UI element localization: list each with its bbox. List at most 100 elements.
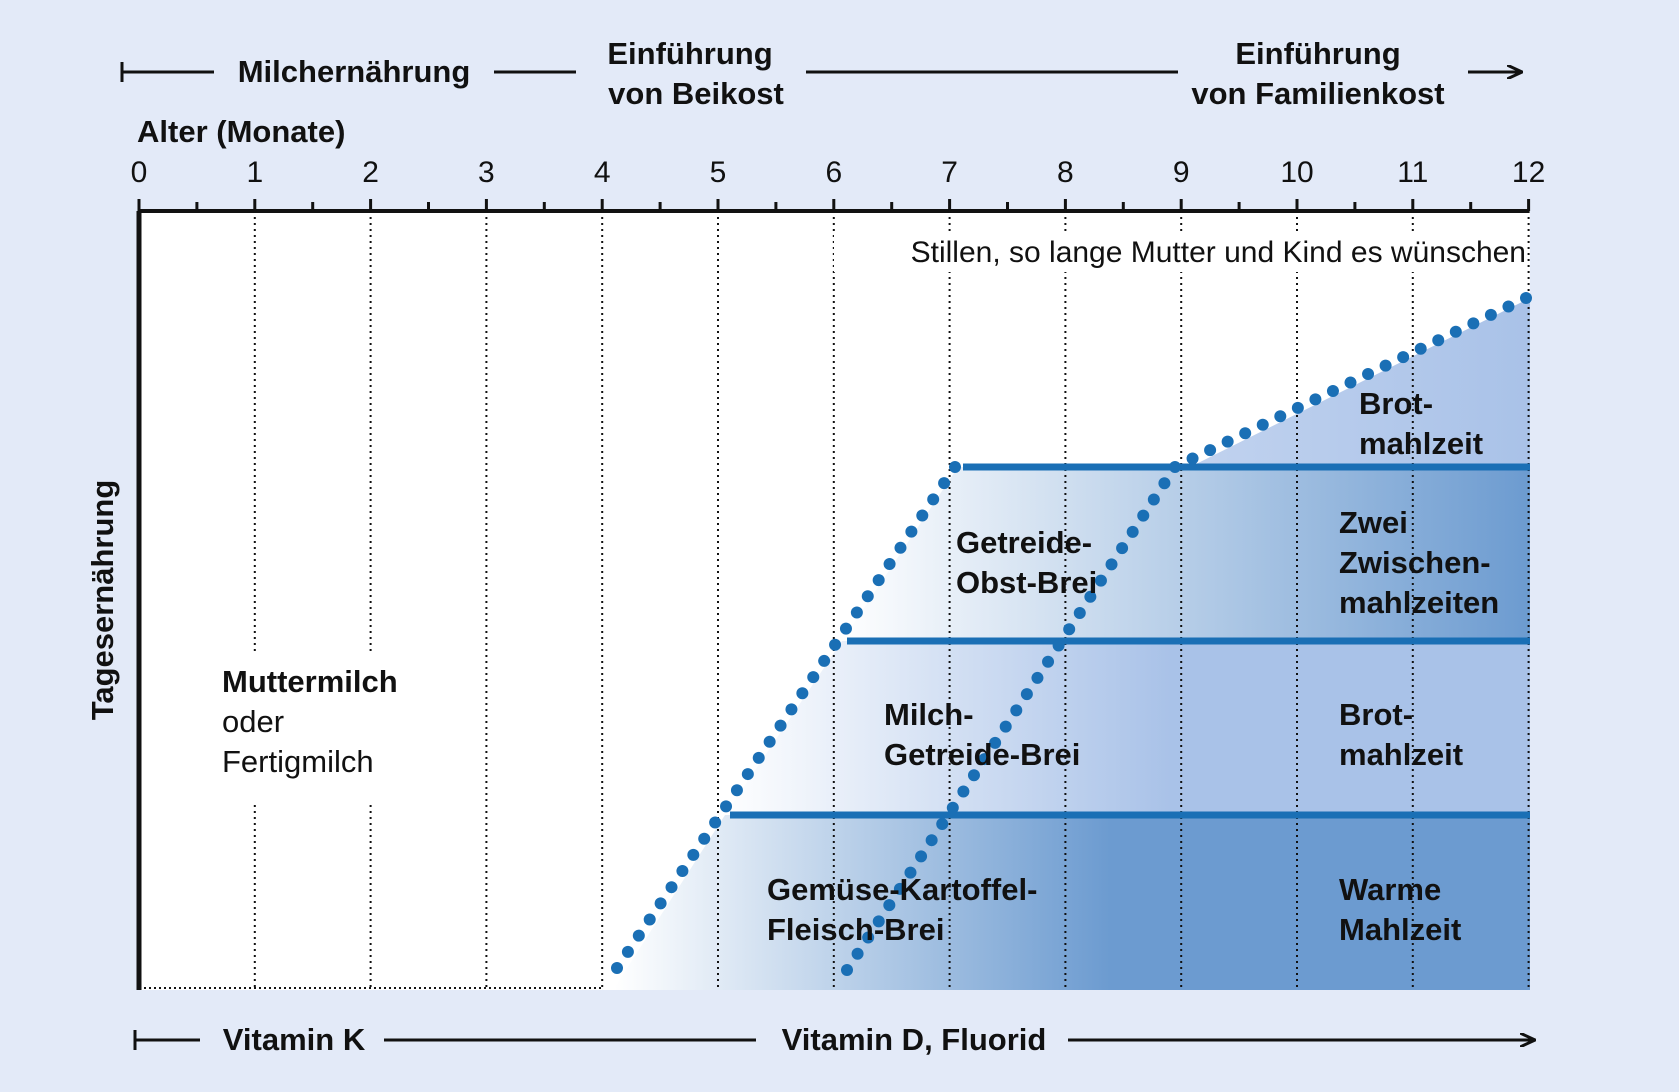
milk-cereal-porridge-label-1: Milch-: [884, 697, 974, 732]
right-transition-dot: [946, 801, 959, 814]
left-transition-dot: [872, 574, 885, 587]
axis-tick-label: 1: [246, 156, 263, 189]
snacks-label-1: Zwei: [1339, 505, 1408, 540]
left-transition-dot: [927, 493, 940, 506]
right-transition-dot: [1042, 655, 1055, 668]
y-axis-label: Tagesernährung: [85, 480, 120, 721]
left-transition-dot: [676, 865, 689, 878]
vitamin-d-label: Vitamin D, Fluorid: [782, 1022, 1047, 1057]
axis-tick-label: 5: [710, 156, 727, 189]
left-transition-dot: [796, 687, 809, 700]
right-transition-dot: [915, 850, 928, 863]
axis-tick-label: 4: [594, 156, 611, 189]
left-transition-dot: [905, 525, 918, 538]
right-transition-dot: [989, 736, 1002, 749]
axis-tick-label: 7: [941, 156, 958, 189]
snacks-label-3: mahlzeiten: [1339, 585, 1499, 620]
right-transition-dot: [1105, 558, 1118, 571]
left-transition-dot: [894, 541, 907, 554]
right-transition-dot: [1432, 334, 1445, 347]
left-transition-dot: [763, 735, 776, 748]
left-transition-dot: [687, 848, 700, 861]
cereal-fruit-porridge-label-1: Getreide-: [956, 525, 1092, 560]
breastfeeding-label-bg: [834, 232, 1526, 272]
left-transition-dot: [643, 913, 656, 926]
right-transition-dot: [893, 882, 906, 895]
left-transition-dot: [665, 881, 678, 894]
left-transition-dot: [916, 509, 929, 522]
left-transition-dot: [774, 719, 787, 732]
right-transition-dot: [1520, 292, 1532, 304]
left-transition-dot: [654, 897, 667, 910]
left-transition-dot: [938, 477, 951, 490]
right-transition-dot: [1239, 427, 1252, 440]
phase-complementary-food: Einführung: [607, 36, 772, 71]
bread-meal-top-label-2: mahlzeit: [1359, 426, 1483, 461]
right-transition-dot: [1020, 688, 1033, 701]
right-transition-dot: [1084, 590, 1097, 603]
left-transition-dot: [807, 671, 820, 684]
right-transition-dot: [1502, 300, 1515, 313]
left-transition-dot: [741, 768, 754, 781]
right-transition-dot: [1484, 308, 1497, 321]
right-transition-dot: [957, 785, 970, 798]
right-transition-dot: [1052, 639, 1065, 652]
right-transition-dot: [1414, 342, 1427, 355]
left-transition-dot: [949, 461, 961, 473]
band-vegetable-porridge: [613, 815, 1530, 990]
milk-cereal-porridge-label-2: Getreide-Brei: [884, 737, 1080, 772]
right-transition-dot: [1116, 542, 1129, 555]
right-transition-dot: [1326, 384, 1339, 397]
top-timeline: Milchernährung Einführung von Beikost Ei…: [120, 36, 1521, 111]
right-transition-dot: [904, 866, 917, 879]
right-transition-dot: [1362, 368, 1375, 381]
milk-label-bg: [150, 654, 450, 802]
right-transition-dot: [1274, 410, 1287, 423]
axis-tick-label: 8: [1057, 156, 1074, 189]
left-transition-dot: [785, 703, 798, 716]
phase-family-food: Einführung: [1235, 36, 1400, 71]
right-transition-dot: [1137, 509, 1150, 522]
warm-meal-label-1: Warme: [1339, 872, 1441, 907]
left-transition-dot: [839, 622, 852, 635]
right-transition-dot: [1397, 351, 1410, 364]
left-transition-dot: [621, 945, 634, 958]
right-transition-dot: [936, 817, 949, 830]
axis-tick-label: 6: [825, 156, 842, 189]
right-transition-dot: [862, 931, 875, 944]
left-transition-dot: [818, 654, 831, 667]
right-transition-dot: [999, 720, 1012, 733]
left-transition-dot: [850, 606, 863, 619]
left-transition-dot: [720, 800, 733, 813]
axis-tick-label: 12: [1512, 156, 1545, 189]
left-transition-dot: [611, 962, 623, 974]
axis-tick-label: 10: [1280, 156, 1313, 189]
vitamin-k-label: Vitamin K: [223, 1022, 366, 1057]
breastfeeding-note: Stillen, so lange Mutter und Kind es wün…: [911, 236, 1526, 269]
right-transition-dot: [883, 899, 896, 912]
right-transition-dot: [1186, 452, 1199, 465]
snacks-label-2: Zwischen-: [1339, 545, 1491, 580]
bread-meal-label-1: Brot-: [1339, 697, 1413, 732]
right-transition-dot: [1169, 461, 1181, 473]
cereal-fruit-porridge-label-2: Obst-Brei: [956, 565, 1097, 600]
left-transition-dot: [752, 751, 765, 764]
warm-meal-label-2: Mahlzeit: [1339, 912, 1461, 947]
right-transition-dot: [1309, 393, 1322, 406]
right-transition-dot: [872, 915, 885, 928]
right-transition-dot: [1094, 574, 1107, 587]
right-transition-dot: [1063, 623, 1076, 636]
right-transition-dot: [925, 834, 938, 847]
axis-title: Alter (Monate): [137, 114, 345, 149]
phase-complementary-food-2: von Beikost: [608, 76, 784, 111]
band-cereal-fruit-porridge: [842, 467, 1530, 641]
right-transition-dot: [1010, 704, 1023, 717]
right-transition-dot: [1204, 444, 1217, 457]
right-transition-dot: [1291, 401, 1304, 414]
bottom-timeline: Vitamin K Vitamin D, Fluorid: [133, 1022, 1534, 1057]
right-transition-dot: [851, 947, 864, 960]
right-transition-dot: [1126, 525, 1139, 538]
right-transition-dot: [1449, 325, 1462, 338]
right-transition-dot: [841, 964, 853, 976]
phase-milk-feeding: Milchernährung: [238, 54, 471, 89]
